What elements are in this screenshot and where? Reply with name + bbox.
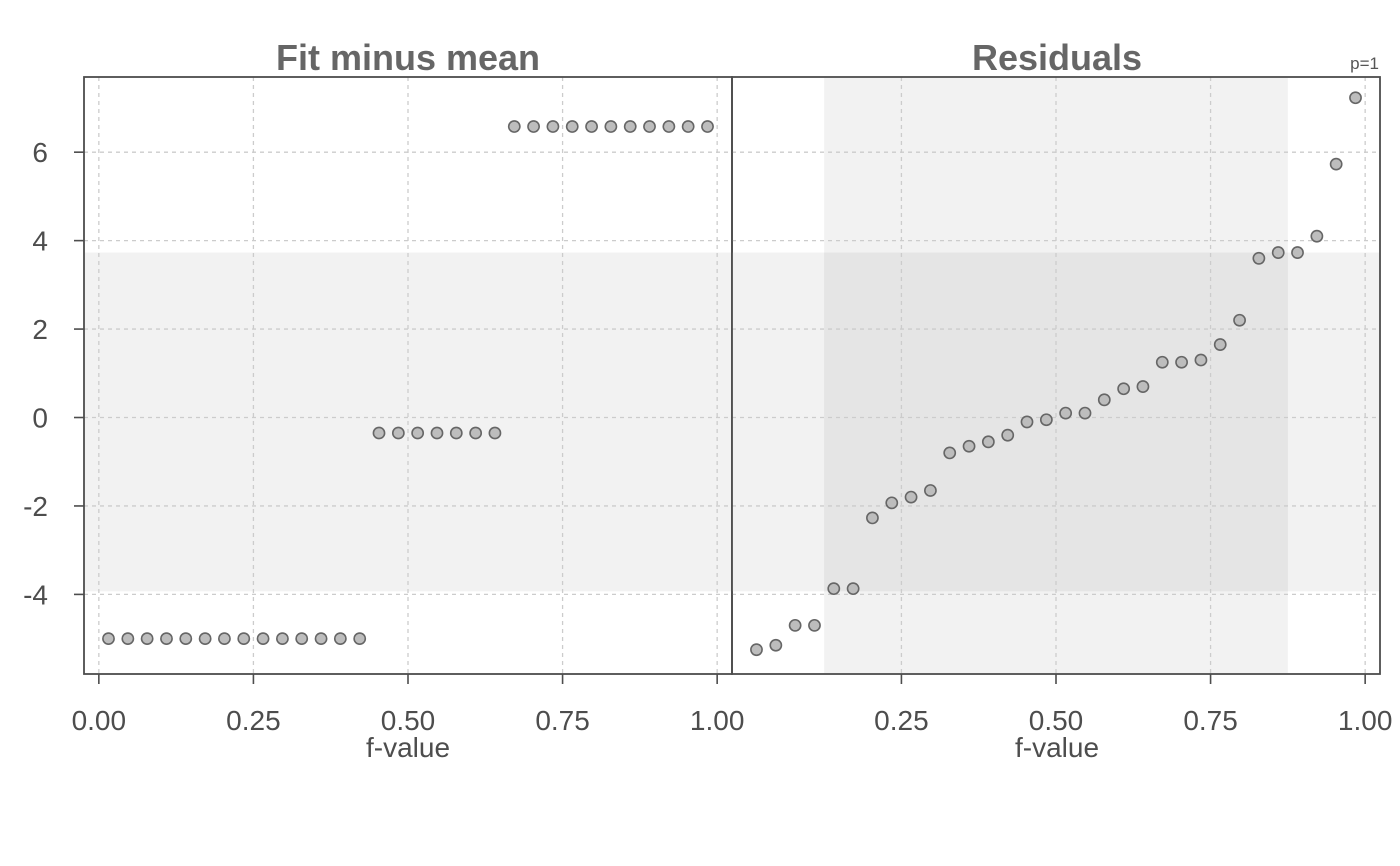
panel-title-residuals: Residuals (972, 37, 1142, 78)
x-tick-label: 0.75 (1183, 705, 1238, 736)
data-point (102, 632, 115, 646)
data-point (1252, 251, 1266, 265)
data-point (1233, 313, 1246, 327)
data-point (904, 490, 918, 504)
data-point (1001, 428, 1015, 442)
data-point (449, 426, 463, 440)
data-point (1078, 406, 1092, 420)
data-point (1020, 415, 1034, 429)
data-point (237, 632, 251, 646)
x-tick-label: 0.75 (535, 705, 590, 736)
data-point (391, 426, 405, 440)
data-point (372, 426, 386, 440)
data-point (769, 638, 783, 652)
data-point (788, 618, 802, 632)
x-tick-label: 0.50 (381, 705, 436, 736)
data-point (750, 643, 763, 657)
data-point (1136, 380, 1150, 393)
data-point (866, 511, 879, 525)
data-point (353, 632, 367, 646)
data-point (1175, 355, 1188, 369)
data-point (488, 426, 502, 440)
y-tick-label: 4 (32, 226, 48, 257)
p-value-note: p=1 (1350, 54, 1379, 73)
y-tick-label: -2 (23, 491, 48, 522)
data-point (198, 632, 212, 646)
x-tick-label: 0.25 (226, 705, 281, 736)
data-point (1310, 229, 1324, 243)
data-point (314, 632, 328, 646)
data-point (469, 426, 483, 440)
plot-area-1: 0.25 0.50 0.75 1.00 (731, 76, 1393, 736)
data-point (546, 120, 560, 133)
data-point (411, 426, 425, 440)
data-point (962, 439, 976, 453)
x-axis-label-left: f-value (366, 732, 450, 763)
data-point (701, 120, 714, 133)
data-point (885, 496, 899, 510)
data-point (218, 632, 231, 646)
y-tick-label: 0 (32, 403, 48, 434)
y-axis: -4 -2 0 2 4 6 (23, 137, 84, 610)
panel-title-fit-minus-mean: Fit minus mean (276, 37, 540, 78)
data-point (121, 632, 135, 646)
data-point (179, 632, 193, 646)
data-point (1271, 246, 1285, 259)
y-tick-label: 6 (32, 137, 48, 168)
data-point (295, 632, 309, 646)
x-tick-label: 0.00 (72, 705, 127, 736)
data-point (1117, 382, 1131, 396)
data-point (827, 582, 841, 596)
data-point (160, 632, 173, 646)
data-point (507, 120, 521, 133)
data-point (140, 632, 154, 646)
data-point (333, 632, 347, 646)
x-tick-label: 0.50 (1029, 705, 1084, 736)
data-point (1155, 355, 1169, 369)
panel-fit-minus-mean: 0.00 0.25 0.50 0.75 1.00 Fit minus mean f-va… (72, 37, 745, 763)
x-tick-label: 1.00 (1338, 705, 1393, 736)
data-point (1039, 413, 1053, 427)
data-point (1329, 157, 1343, 171)
data-point (1291, 246, 1304, 259)
data-point (623, 120, 637, 133)
data-point (1059, 406, 1073, 420)
data-point (565, 120, 579, 133)
data-point (256, 632, 270, 646)
plot-area-0: 0.00 0.25 0.50 0.75 1.00 (72, 76, 745, 736)
data-point (981, 435, 995, 449)
data-point (924, 484, 937, 497)
data-point (1097, 393, 1111, 407)
data-point (681, 120, 695, 133)
data-point (604, 120, 618, 133)
x-axis-label-right: f-value (1015, 732, 1099, 763)
y-tick-label: -4 (23, 579, 48, 610)
data-point (1194, 353, 1208, 367)
data-point (643, 120, 656, 133)
panel-residuals: 0.25 0.50 0.75 1.00 Residuals f-value (731, 37, 1393, 763)
data-point (1349, 91, 1362, 105)
data-point (808, 618, 821, 632)
y-tick-label: 2 (32, 314, 48, 345)
data-point (430, 426, 444, 440)
data-point (585, 120, 598, 133)
x-tick-label: 0.25 (874, 705, 929, 736)
data-point (662, 120, 676, 133)
data-point (276, 632, 289, 646)
data-point (846, 582, 860, 596)
x-tick-label: 1.00 (690, 705, 745, 736)
data-point (943, 446, 957, 460)
data-point (1213, 338, 1227, 351)
data-point (527, 120, 540, 133)
